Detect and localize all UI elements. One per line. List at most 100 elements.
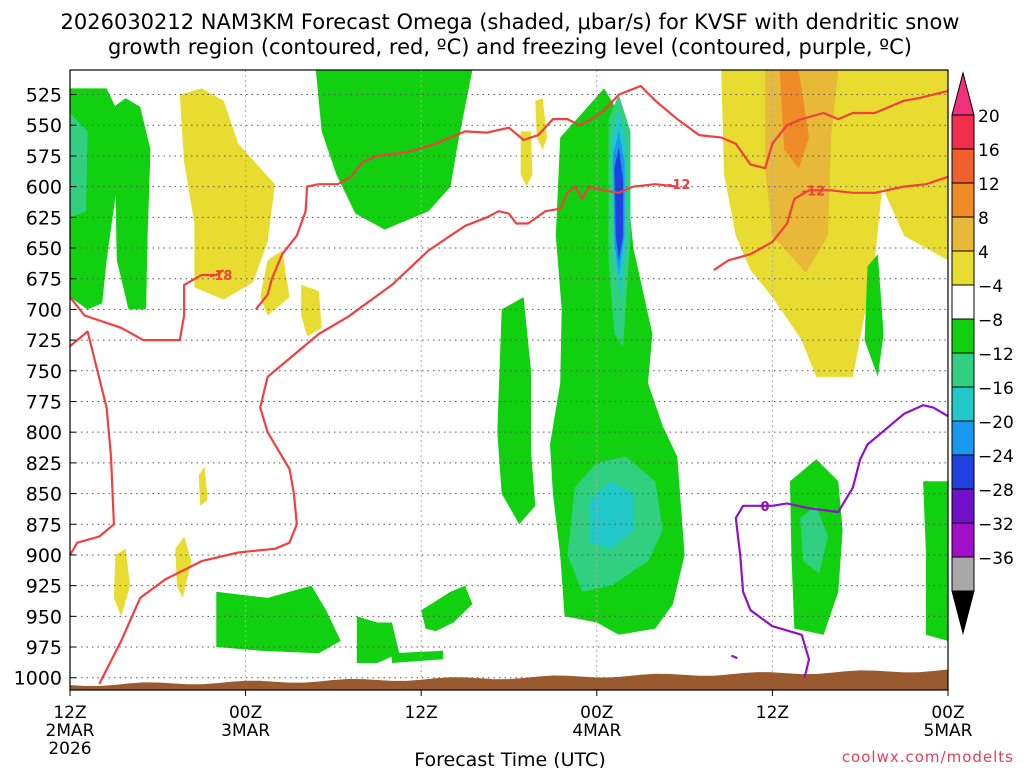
y-tick-label-950: 950: [26, 606, 62, 628]
plot-frame: [69, 69, 949, 691]
colorbar-label-9: −20: [978, 413, 1014, 433]
colorbar-label-6: −8: [978, 311, 1003, 331]
colorbar-swatch-0: [951, 114, 975, 150]
y-tick-label-850: 850: [26, 484, 62, 506]
colorbar-swatch-7: [951, 352, 975, 388]
colorbar-swatch-5: [951, 284, 975, 320]
x-tick-label-12-0: 00Z: [229, 703, 262, 723]
omega-region-9: [497, 297, 536, 525]
colorbar-bottom-arrow: [951, 590, 975, 635]
purple-contour-0: [734, 404, 948, 678]
omega-region-23: [923, 481, 948, 641]
credit-text: coolwx.com/modelts: [842, 748, 1014, 766]
chart-title-line1: 2026030212 NAM3KM Forecast Omega (shaded…: [61, 10, 960, 34]
omega-region-5: [301, 284, 322, 337]
x-tick-label-0-2: 2026: [48, 739, 91, 759]
y-tick-label-675: 675: [26, 269, 62, 291]
x-tick-label-60-1: 5MAR: [924, 721, 973, 741]
omega-region-3: [179, 88, 275, 300]
colorbar-label-0: 20: [978, 107, 1000, 127]
y-tick-label-525: 525: [26, 85, 62, 107]
y-tick-label-975: 975: [26, 637, 62, 659]
terrain-surface: [70, 669, 948, 690]
omega-region-7: [520, 131, 533, 187]
y-tick-label-750: 750: [26, 361, 62, 383]
y-tick-label-800: 800: [26, 422, 62, 444]
x-tick-label-0-0: 12Z: [53, 703, 86, 723]
contours: -18 -12 -12 0: [70, 84, 948, 685]
omega-region-30: [198, 466, 208, 506]
x-tick-label-0-1: 2MAR: [46, 721, 95, 741]
omega-region-24: [216, 585, 341, 654]
colorbar-swatch-3: [951, 216, 975, 252]
omega-region-16: [614, 147, 624, 261]
omega-shading: [70, 70, 948, 663]
colorbar-label-11: −28: [978, 481, 1014, 501]
colorbar-label-7: −12: [978, 345, 1014, 365]
omega-region-12: [589, 481, 634, 549]
colorbar-swatch-4: [951, 250, 975, 286]
omega-region-4: [260, 250, 290, 316]
colorbar-label-13: −36: [978, 549, 1014, 569]
red-contour-2: [98, 183, 678, 685]
purple-contour-1: [730, 654, 738, 660]
colorbar-swatch-11: [951, 488, 975, 524]
y-axis: 525 550 575 600 625 650 675 700 725 750 775 800 825 8…: [14, 85, 76, 690]
x-tick-label-36-1: 4MAR: [572, 721, 621, 741]
omega-region-2: [113, 98, 151, 310]
y-tick-label-825: 825: [26, 453, 62, 475]
omega-region-22: [864, 254, 884, 377]
x-tick-label-12-1: 3MAR: [221, 721, 270, 741]
omega-region-25: [356, 616, 400, 663]
omega-region-26: [421, 585, 473, 632]
omega-region-6: [315, 70, 473, 230]
colorbar-swatch-9: [951, 420, 975, 456]
colorbar-label-3: 8: [978, 209, 989, 229]
colorbar-top-arrow: [951, 71, 975, 116]
purple-contour-label-0: 0: [761, 500, 770, 515]
colorbar-swatch-6: [951, 318, 975, 354]
colorbar-swatch-12: [951, 522, 975, 558]
colorbar-label-10: −24: [978, 447, 1014, 467]
terrain: [70, 669, 948, 690]
y-tick-label-1000: 1000: [14, 668, 62, 690]
x-tick-label-48-0: 12Z: [756, 703, 789, 723]
colorbar-swatch-10: [951, 454, 975, 490]
y-tick-label-875: 875: [26, 514, 62, 536]
y-tick-label-775: 775: [26, 391, 62, 413]
omega-region-1: [70, 113, 88, 218]
omega-region-27: [391, 650, 444, 663]
red-contour-label-3: -12: [667, 178, 691, 193]
colorbar-label-1: 16: [978, 141, 1000, 161]
y-tick-label-925: 925: [26, 576, 62, 598]
colorbar-label-4: 4: [978, 243, 989, 263]
omega-region-17: [721, 70, 948, 377]
x-tick-label-60-0: 00Z: [931, 703, 964, 723]
colorbar-label-5: −4: [978, 277, 1003, 297]
y-tick-label-625: 625: [26, 207, 62, 229]
y-tick-label-550: 550: [26, 115, 62, 137]
colorbar-label-12: −32: [978, 515, 1014, 535]
x-tick-label-24-0: 12Z: [405, 703, 438, 723]
y-tick-label-900: 900: [26, 545, 62, 567]
red-contour-4: [713, 175, 948, 272]
omega-region-8: [535, 98, 547, 150]
colorbar-label-2: 12: [978, 175, 1000, 195]
red-contour-label-0: -18: [209, 269, 233, 284]
omega-region-28: [113, 548, 130, 617]
y-tick-label-725: 725: [26, 330, 62, 352]
red-contour-3: [254, 84, 948, 311]
y-tick-label-575: 575: [26, 146, 62, 168]
y-tick-label-650: 650: [26, 238, 62, 260]
x-axis-title: Forecast Time (UTC): [414, 749, 605, 768]
omega-region-29: [175, 536, 192, 598]
colorbar-swatch-8: [951, 386, 975, 422]
red-contour-1: [70, 269, 225, 342]
y-tick-label-700: 700: [26, 299, 62, 321]
red-contour-0: [70, 330, 116, 556]
colorbar-label-8: −16: [978, 379, 1014, 399]
x-tick-label-36-0: 00Z: [580, 703, 613, 723]
omega-region-21: [800, 505, 828, 574]
